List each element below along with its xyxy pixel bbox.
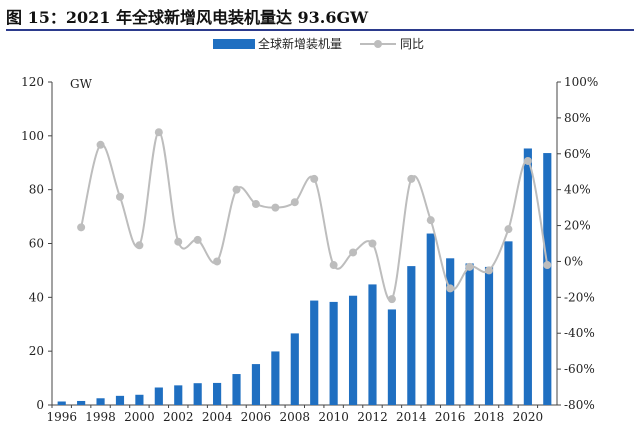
bar xyxy=(57,401,66,405)
y-tick-label-right: 40% xyxy=(564,183,591,197)
yoy-point xyxy=(154,128,163,137)
yoy-point xyxy=(232,185,241,194)
yoy-point xyxy=(77,223,86,232)
yoy-point xyxy=(349,248,358,257)
bar xyxy=(77,400,86,405)
y-tick-label-right: 100% xyxy=(564,75,598,89)
bar xyxy=(115,395,125,405)
figure-title: 图 15：2021 年全球新增风电装机量达 93.6GW xyxy=(6,8,369,27)
x-tick-label: 1996 xyxy=(46,410,77,424)
y-tick-label-left: 80 xyxy=(29,183,44,197)
legend-bar-label: 全球新增装机量 xyxy=(258,36,342,51)
yoy-point xyxy=(368,239,377,248)
x-tick-label: 2006 xyxy=(241,410,272,424)
x-tick-label: 2020 xyxy=(513,410,544,424)
bar xyxy=(446,258,455,405)
bar xyxy=(484,266,494,405)
yoy-point xyxy=(446,284,455,293)
x-tick-label: 2016 xyxy=(435,410,466,424)
x-tick-label: 2018 xyxy=(474,410,505,424)
yoy-point xyxy=(504,225,513,234)
y-tick-label-right: -40% xyxy=(564,326,595,340)
x-tick-label: 2012 xyxy=(357,410,388,424)
legend-bar-swatch xyxy=(213,39,255,49)
bar xyxy=(290,333,299,405)
bars xyxy=(57,148,552,405)
yoy-point xyxy=(426,216,435,225)
x-tick-label: 2000 xyxy=(124,410,155,424)
bar xyxy=(232,374,241,405)
y-tick-label-left: 60 xyxy=(29,237,44,251)
yoy-point xyxy=(213,257,222,266)
legend: 全球新增装机量 同比 xyxy=(213,36,424,51)
y-tick-label-right: 20% xyxy=(564,219,591,233)
x-tick-label: 2014 xyxy=(396,410,427,424)
bar xyxy=(465,263,474,405)
title-rule xyxy=(6,29,634,31)
bar xyxy=(154,387,163,405)
yoy-point xyxy=(115,192,124,201)
y-tick-label-left: 40 xyxy=(29,290,44,304)
yoy-point xyxy=(290,198,299,207)
legend-line-label: 同比 xyxy=(400,37,424,51)
yoy-point xyxy=(407,174,416,183)
x-tick-label: 2002 xyxy=(163,410,194,424)
yoy-point xyxy=(523,156,532,165)
y-unit-label: GW xyxy=(70,77,93,91)
bar xyxy=(426,233,435,405)
yoy-point xyxy=(174,237,183,246)
yoy-point xyxy=(387,295,396,304)
x-tick-label: 2004 xyxy=(202,410,233,424)
bar xyxy=(96,398,105,405)
y-tick-label-right: 60% xyxy=(564,147,591,161)
y-tick-label-right: -60% xyxy=(564,362,595,376)
bar xyxy=(504,241,513,405)
yoy-line-path xyxy=(80,131,549,302)
legend-line-marker xyxy=(374,40,382,48)
bar xyxy=(251,364,261,405)
bar xyxy=(135,394,144,405)
y-tick-label-right: 80% xyxy=(564,111,591,125)
y-tick-label-left: 0 xyxy=(36,398,44,412)
yoy-line xyxy=(77,128,552,304)
yoy-point xyxy=(96,140,105,149)
y-tick-label-left: 100 xyxy=(21,129,44,143)
bar xyxy=(329,301,338,405)
bar xyxy=(543,153,552,405)
x-tick-label: 1998 xyxy=(85,410,116,424)
x-tick-label: 2010 xyxy=(318,410,349,424)
y-tick-label-right: -80% xyxy=(564,398,595,412)
yoy-point xyxy=(485,266,494,275)
yoy-point xyxy=(193,235,202,244)
bar xyxy=(193,383,202,405)
yoy-point xyxy=(310,174,319,183)
y-tick-label-right: 0% xyxy=(564,254,583,268)
bar xyxy=(310,300,319,405)
x-tick-label: 2008 xyxy=(280,410,311,424)
bar xyxy=(348,295,358,405)
bar xyxy=(387,309,396,405)
y-tick-label-right: -20% xyxy=(564,290,595,304)
bar xyxy=(407,266,416,405)
y-tick-label-left: 120 xyxy=(21,75,44,89)
bar xyxy=(174,385,183,405)
y-tick-label-left: 20 xyxy=(29,344,44,358)
yoy-point xyxy=(271,203,280,212)
yoy-point xyxy=(543,261,552,270)
yoy-point xyxy=(251,200,260,209)
bar xyxy=(368,284,377,405)
bar xyxy=(213,382,222,405)
yoy-point xyxy=(135,241,144,250)
bar xyxy=(271,351,280,405)
yoy-point xyxy=(329,261,338,270)
yoy-point xyxy=(465,262,474,271)
bar xyxy=(523,148,532,405)
